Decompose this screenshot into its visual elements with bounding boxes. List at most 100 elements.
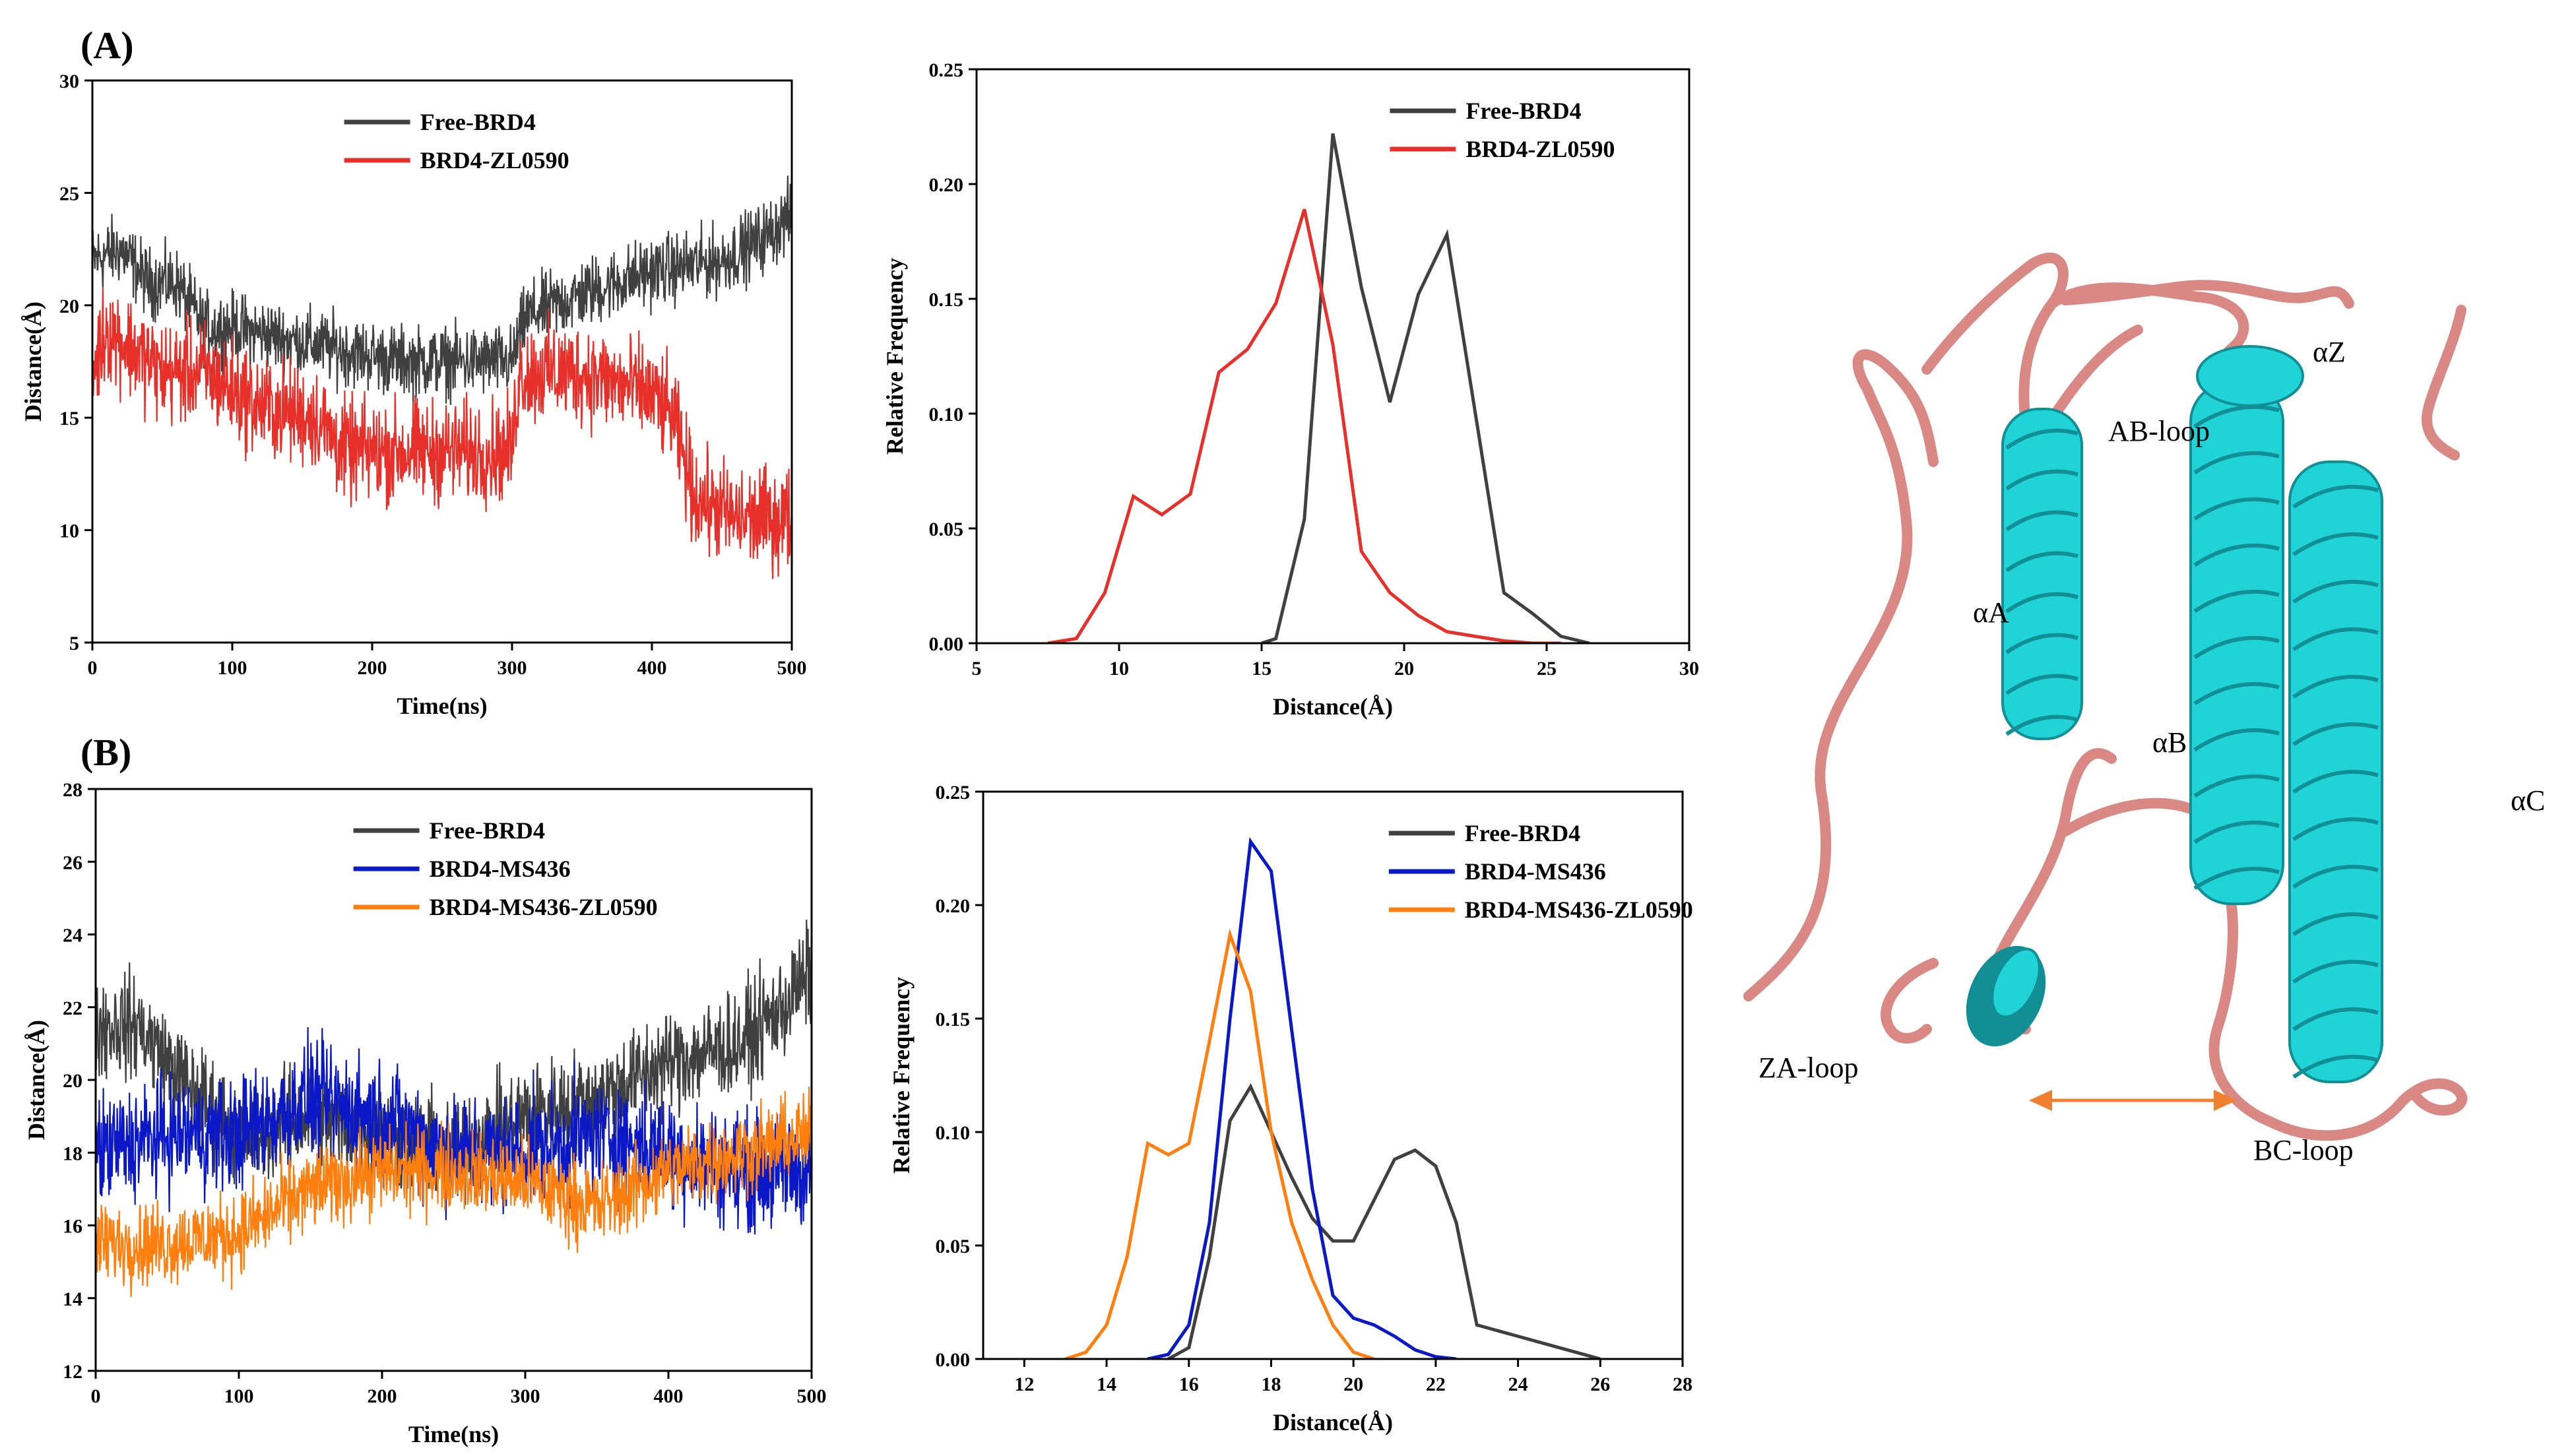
legend-entry: Free-BRD4 xyxy=(430,817,545,844)
y-tick-label: 0.20 xyxy=(929,174,964,196)
x-tick-label: 300 xyxy=(511,1385,540,1407)
legend-entry: Free-BRD4 xyxy=(1465,820,1580,846)
y-tick-label: 14 xyxy=(63,1288,82,1310)
helix-turn xyxy=(2193,774,2280,798)
alpha-a-helix xyxy=(2001,408,2083,740)
loop-trace xyxy=(1743,349,1939,1001)
helix-turn xyxy=(2005,510,2078,532)
helix-turn xyxy=(2292,960,2379,984)
label-bc-loop: BC-loop xyxy=(2253,1134,2354,1166)
y-tick-label: 0.20 xyxy=(936,895,971,917)
y-tick-label: 12 xyxy=(63,1361,82,1383)
x-tick-label: 0 xyxy=(91,1385,101,1407)
legend-entry: BRD4-MS436-ZL0590 xyxy=(1465,897,1693,923)
x-tick-label: 5 xyxy=(972,658,982,679)
y-tick-label: 16 xyxy=(63,1216,82,1238)
helix-turn xyxy=(2193,497,2280,521)
legend-entry: BRD4-ZL0590 xyxy=(1465,136,1615,162)
label-za-loop: ZA-loop xyxy=(1758,1052,1859,1084)
x-tick-label: 15 xyxy=(1252,658,1272,679)
y-tick-label: 15 xyxy=(59,408,79,429)
y-tick-label: 0.05 xyxy=(929,519,964,540)
x-tick-label: 16 xyxy=(1179,1373,1199,1395)
x-axis-title: Time(ns) xyxy=(397,693,487,719)
label-alpha-z: αZ xyxy=(2313,336,2346,368)
x-tick-label: 500 xyxy=(777,657,807,679)
plot-frame xyxy=(975,68,1690,645)
y-tick-label: 0.00 xyxy=(929,633,964,655)
y-tick-label: 24 xyxy=(63,925,82,947)
y-tick-label: 28 xyxy=(63,779,82,801)
brd4-structure-cartoon: αZ AB-loop αA αB αC ZA-loop BC-loop xyxy=(1743,252,2545,1166)
plot-frame xyxy=(91,79,793,644)
y-tick-label: 0.15 xyxy=(929,289,964,311)
helix-turn xyxy=(2292,485,2379,509)
y-tick-label: 10 xyxy=(59,521,79,542)
helix-turn xyxy=(2193,820,2280,844)
y-tick-label: 20 xyxy=(59,296,79,317)
panel-label-b: (B) xyxy=(80,731,131,774)
helix-turn xyxy=(2292,817,2379,841)
series-line-free-brd4 xyxy=(1261,133,1590,643)
za-loop-helix xyxy=(1966,945,2046,1047)
distance-arrow xyxy=(2029,1090,2237,1111)
y-tick-label: 0.10 xyxy=(936,1122,971,1144)
x-tick-label: 28 xyxy=(1673,1373,1692,1395)
series-line-brd4-ms436-zl0590 xyxy=(96,1086,812,1298)
y-tick-label: 18 xyxy=(63,1143,82,1164)
helix-turn xyxy=(2005,674,2078,695)
helix-turn xyxy=(2193,404,2280,429)
label-alpha-c: αC xyxy=(2511,784,2545,817)
helix-turn xyxy=(2292,627,2379,651)
x-tick-label: 0 xyxy=(88,657,98,679)
helix-turn xyxy=(2193,635,2280,660)
legend-entry: BRD4-MS436 xyxy=(430,856,571,882)
y-axis-title: Distance(Å) xyxy=(20,301,46,422)
x-tick-label: 24 xyxy=(1508,1373,1528,1395)
x-tick-label: 100 xyxy=(224,1385,254,1407)
y-tick-label: 0.25 xyxy=(936,782,971,804)
y-tick-label: 25 xyxy=(59,183,79,205)
helix-turn xyxy=(2005,714,2078,736)
loop-trace xyxy=(1921,252,2143,435)
loop-trace xyxy=(2060,280,2354,309)
x-tick-label: 25 xyxy=(1537,658,1557,679)
y-tick-label: 20 xyxy=(63,1070,82,1092)
helix-turn xyxy=(2193,866,2280,891)
y-tick-label: 0.15 xyxy=(936,1009,971,1030)
y-axis-title: Relative Frequency xyxy=(888,977,915,1174)
y-tick-label: 0.00 xyxy=(936,1349,971,1371)
x-tick-label: 100 xyxy=(218,657,247,679)
x-tick-label: 300 xyxy=(498,657,527,679)
helix-turn xyxy=(2292,770,2379,794)
series-line-free-brd4 xyxy=(1167,1083,1601,1359)
helix-turn xyxy=(2292,865,2379,889)
chart-a-time: 0 100 200 300 400 500 5 10 15 20 25 30 Time(ns) Dista… xyxy=(20,71,807,719)
x-tick-label: 26 xyxy=(1590,1373,1610,1395)
loop-trace xyxy=(2265,1078,2468,1141)
label-alpha-a: αA xyxy=(1973,596,2009,629)
x-tick-label: 14 xyxy=(1097,1373,1116,1395)
chart-b-time: 0 100 200 300 400 500 12 14 16 18 20 22 24 26 28 Time(n… xyxy=(23,779,827,1447)
helix-turn xyxy=(2292,722,2379,746)
chart-a-histogram: 5 10 15 20 25 30 0.00 0.05 0.10 0.15 0.20 0.25 Dista… xyxy=(882,59,1699,720)
legend-entry: Free-BRD4 xyxy=(420,109,536,135)
alpha-b-helix xyxy=(2189,381,2284,905)
x-tick-label: 22 xyxy=(1426,1373,1446,1395)
x-tick-label: 200 xyxy=(358,657,387,679)
y-tick-label: 22 xyxy=(63,997,82,1019)
helix-turn xyxy=(2193,543,2280,567)
helix-turn xyxy=(2005,469,2078,491)
x-tick-label: 10 xyxy=(1109,658,1129,679)
helix-turn xyxy=(2292,1007,2379,1031)
alpha-z-helix xyxy=(2196,345,2304,407)
x-axis-title: Distance(Å) xyxy=(1273,1409,1393,1436)
helix-turn xyxy=(2005,633,2078,654)
y-tick-label: 0.25 xyxy=(929,59,964,81)
legend-entry: BRD4-MS436-ZL0590 xyxy=(430,894,658,920)
helix-turn xyxy=(2292,532,2379,556)
x-axis-title: Time(ns) xyxy=(408,1421,499,1447)
series-line-brd4-zl0590 xyxy=(92,287,792,579)
y-tick-label: 26 xyxy=(63,852,82,873)
